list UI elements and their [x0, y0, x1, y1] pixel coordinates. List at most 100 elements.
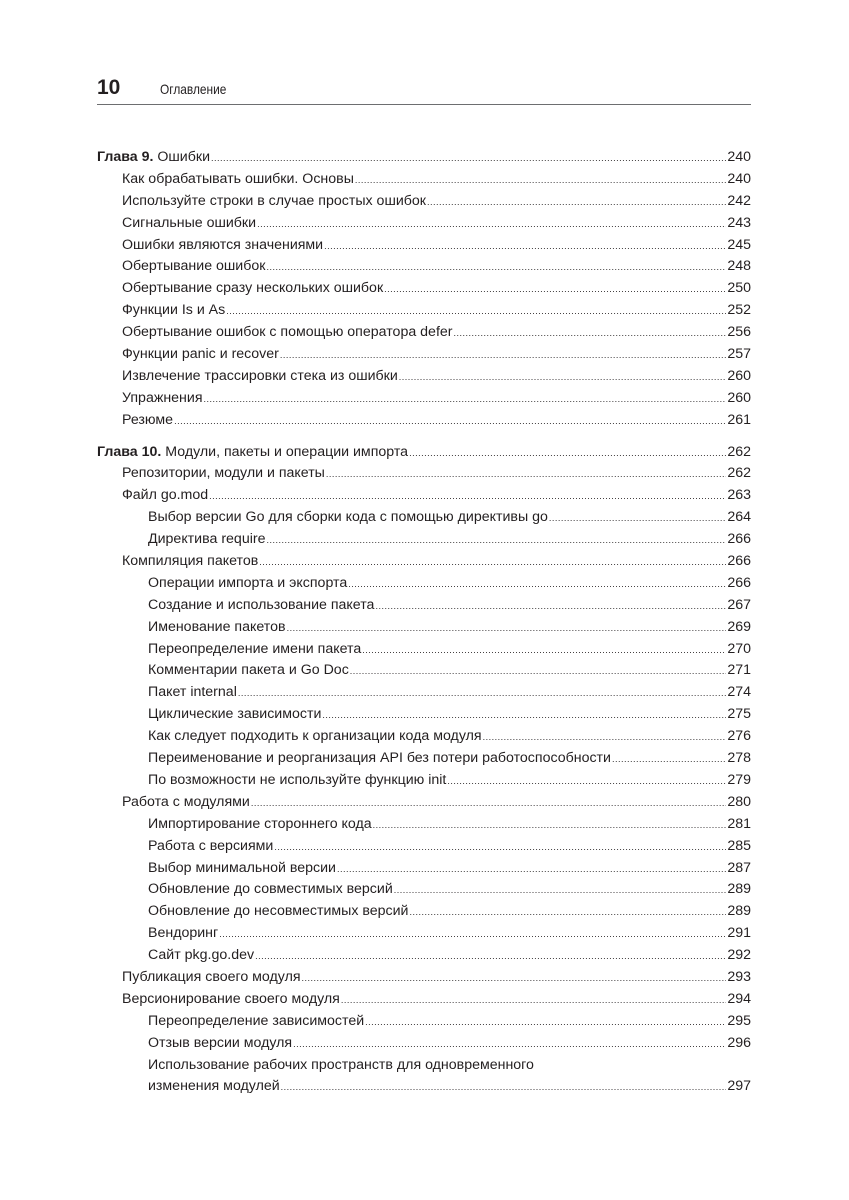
entry-title: Циклические зависимости: [148, 706, 322, 723]
running-title: Оглавление: [160, 81, 227, 97]
dot-leader: [373, 815, 727, 837]
entry-title: Переопределение имени пакета: [148, 640, 362, 657]
toc-entry: Переименование и реорганизация API без п…: [97, 748, 751, 770]
page-ref: 260: [727, 367, 751, 384]
entry-title: Работа с модулями: [122, 793, 250, 810]
entry-title: Обертывание ошибок с помощью оператора d…: [122, 324, 453, 341]
page-ref: 250: [727, 280, 751, 297]
toc-entry: Переопределение имени пакета 270: [97, 639, 751, 661]
page-ref: 291: [727, 925, 751, 942]
entry-title: Обновление до совместимых версий: [148, 881, 393, 898]
entry-title: Отзыв версии модуля: [148, 1034, 293, 1051]
toc-entry: Циклические зависимости 275: [97, 704, 751, 726]
toc-entry: Выбор минимальной версии 287: [97, 858, 751, 880]
page-ref: 260: [727, 389, 751, 406]
chapter-label: Глава 10.: [97, 443, 162, 460]
page-ref: 270: [727, 640, 751, 657]
dot-leader: [211, 148, 726, 170]
dot-leader: [409, 443, 726, 465]
entry-title: Создание и использование пакета: [148, 596, 375, 613]
entry-title: Сигнальные ошибки: [122, 214, 257, 231]
page-ref: 292: [727, 947, 751, 964]
entry-title: Операции импорта и экспорта: [148, 574, 348, 591]
toc-entry-continuation: изменения модулей 297: [97, 1076, 751, 1098]
dot-leader: [209, 486, 726, 508]
dot-leader: [293, 1034, 726, 1056]
toc-entry: Как следует подходить к организации кода…: [97, 726, 751, 748]
toc-chapter-entry: Глава 10. Модули, пакеты и операции импо…: [97, 442, 751, 464]
page-ref: 242: [727, 192, 751, 209]
page-ref: 243: [727, 214, 751, 231]
dot-leader: [427, 192, 726, 214]
entry-title: Компиляция пакетов: [122, 553, 259, 570]
page-ref: 266: [727, 574, 751, 591]
page-ref: 240: [727, 149, 751, 165]
page-ref: 267: [727, 596, 751, 613]
entry-title: Функции panic и recover: [122, 346, 279, 363]
dot-leader: [302, 968, 727, 990]
chapter-title: Глава 9. Ошибки: [97, 147, 210, 169]
dot-leader: [174, 411, 726, 433]
toc-entry: Директива require 266: [97, 529, 751, 551]
page-ref: 289: [727, 903, 751, 920]
page-ref: 256: [727, 324, 751, 341]
page-ref: 264: [727, 509, 751, 526]
toc-entry: Создание и использование пакета 267: [97, 595, 751, 617]
dot-leader: [365, 1012, 726, 1034]
page-ref: 281: [727, 815, 751, 832]
dot-leader: [274, 837, 726, 859]
page-ref: 276: [727, 728, 751, 745]
dot-leader: [341, 990, 726, 1012]
page-ref: 294: [727, 990, 751, 1007]
toc-entry: Обертывание сразу нескольких ошибок 250: [97, 278, 751, 300]
dot-leader: [281, 1077, 727, 1099]
toc-entry: Публикация своего модуля 293: [97, 967, 751, 989]
running-header: 10 Оглавление: [97, 74, 751, 105]
chapter-label: Глава 9.: [97, 149, 154, 165]
dot-leader: [399, 367, 727, 389]
page-ref: 261: [727, 411, 751, 428]
dot-leader: [350, 661, 727, 683]
toc-entry: Именование пакетов 269: [97, 617, 751, 639]
page-ref: 285: [727, 837, 751, 854]
toc-entry: Работа с версиями 285: [97, 836, 751, 858]
dot-leader: [409, 902, 726, 924]
dot-leader: [447, 771, 726, 793]
toc-entry: Резюме 261: [97, 410, 751, 432]
page-ref: 297: [727, 1078, 751, 1095]
chapter-title: Глава 10. Модули, пакеты и операции импо…: [97, 442, 408, 464]
dot-leader: [219, 924, 726, 946]
page-ref: 293: [727, 968, 751, 985]
entry-title: Именование пакетов: [148, 618, 286, 635]
page-ref: 262: [727, 465, 751, 482]
entry-title: Как обрабатывать ошибки. Основы: [122, 170, 354, 187]
page-ref: 278: [727, 750, 751, 767]
toc-entry: Извлечение трассировки стека из ошибки 26…: [97, 366, 751, 388]
toc-entry: Отзыв версии модуля 296: [97, 1033, 751, 1055]
dot-leader: [204, 389, 727, 411]
dot-leader: [324, 236, 726, 258]
page-ref: 296: [727, 1034, 751, 1051]
toc-entry: Операции импорта и экспорта 266: [97, 573, 751, 595]
entry-title: Обновление до несовместимых версий: [148, 903, 409, 920]
entry-title: По возможности не используйте функцию in…: [148, 771, 447, 788]
toc-entry: Ошибки являются значениями 245: [97, 235, 751, 257]
dot-leader: [348, 574, 726, 596]
dot-leader: [259, 552, 726, 574]
dot-leader: [266, 530, 726, 552]
dot-leader: [454, 323, 727, 345]
entry-title: Ошибки являются значениями: [122, 236, 324, 253]
entry-title: Комментарии пакета и Go Doc: [148, 662, 349, 679]
entry-title: Вендоринг: [148, 925, 219, 942]
toc-entry: Функции Is и As 252: [97, 300, 751, 322]
toc-entry: Работа с модулями 280: [97, 792, 751, 814]
toc-entry: Выбор версии Go для сборки кода с помощь…: [97, 507, 751, 529]
entry-title: Извлечение трассировки стека из ошибки: [122, 367, 398, 384]
toc-entry: Обертывание ошибок с помощью оператора d…: [97, 322, 751, 344]
chapter-name: Ошибки: [157, 149, 210, 165]
toc-entry: Обновление до совместимых версий 289: [97, 879, 751, 901]
entry-title: Резюме: [122, 411, 174, 428]
toc-entry: Обертывание ошибок 248: [97, 256, 751, 278]
entry-title: Версионирование своего модуля: [122, 990, 340, 1007]
page-ref: 275: [727, 706, 751, 723]
